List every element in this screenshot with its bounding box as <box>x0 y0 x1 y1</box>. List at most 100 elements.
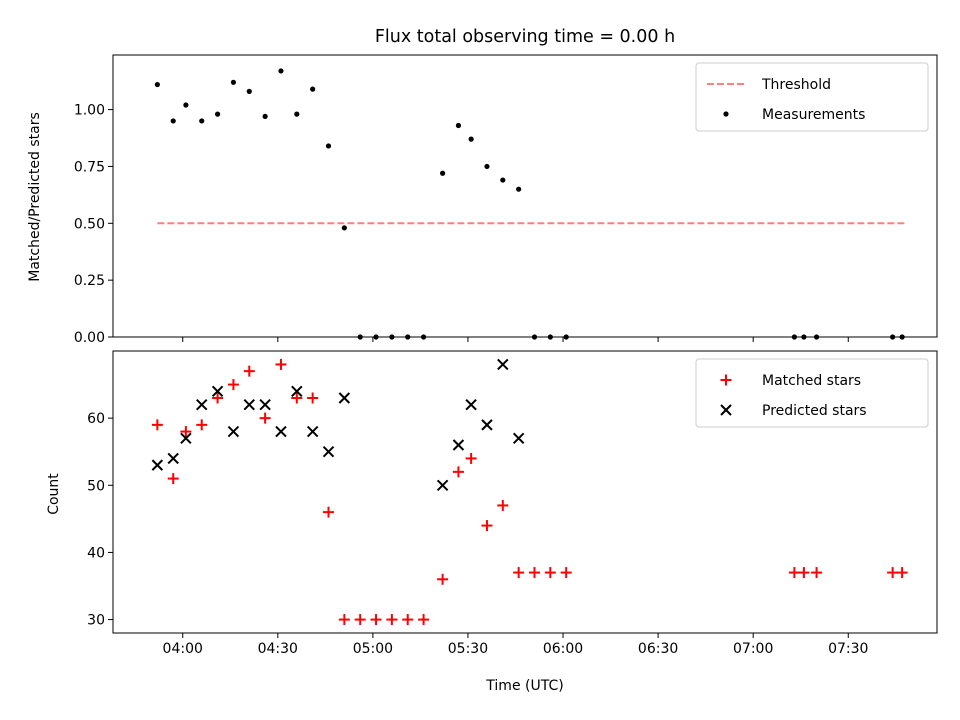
x-tick-label: 04:00 <box>163 641 203 657</box>
chart-title: Flux total observing time = 0.00 h <box>375 27 675 47</box>
x-tick-label: 04:30 <box>258 641 298 657</box>
matched-star-point <box>259 412 271 424</box>
measurement-point <box>440 170 446 176</box>
top-plot: 0.00 0.25 0.50 0.75 1.00 Threshold Measurement… <box>74 54 938 346</box>
matched-star-point <box>896 567 908 579</box>
x-axis-label: Time (UTC) <box>485 678 563 694</box>
predicted-star-mark <box>196 399 208 411</box>
measurement-point <box>262 113 268 120</box>
predicted-star-point <box>452 439 465 451</box>
predicted-star-point <box>167 452 179 465</box>
predicted-star-point <box>211 385 224 397</box>
x-tick-label: 06:00 <box>543 641 583 657</box>
predicted-star-mark <box>259 399 271 411</box>
predicted-star-mark <box>167 452 179 465</box>
predicted-star-point <box>338 392 351 404</box>
matched-star-point <box>798 567 810 579</box>
bottom-plot: 30 40 50 60 04:00 04:30 05:00 05:30 06:00 06:30 07… <box>87 350 938 657</box>
bottom-axes-frame <box>112 350 938 634</box>
matched-star-point <box>370 614 382 626</box>
matched-star-point <box>196 419 208 431</box>
predicted-star-mark <box>497 358 509 371</box>
measurement-point <box>230 79 237 85</box>
predicted-star-point <box>259 399 271 411</box>
predicted-star-mark <box>338 392 351 404</box>
matched-star-point <box>151 419 163 431</box>
legend-measurement-swatch <box>723 111 729 117</box>
top-y-tick-label: 0.50 <box>74 216 105 232</box>
bottom-y-tick-label: 30 <box>87 613 105 629</box>
measurement-point <box>214 111 221 117</box>
top-y-axis-label: Matched/Predicted stars <box>27 112 43 282</box>
bottom-y-tick-label: 50 <box>87 478 105 494</box>
matched-star-point <box>323 506 335 518</box>
top-y-tick-label: 0.75 <box>74 159 105 175</box>
predicted-star-mark <box>306 425 319 438</box>
matched-star-point <box>529 567 541 579</box>
predicted-star-mark <box>322 446 335 458</box>
legend-predicted-swatch <box>720 404 732 416</box>
top-y-tick-label: 0.25 <box>74 273 105 289</box>
top-y-tick-label: 0.00 <box>74 330 105 346</box>
predicted-star-mark <box>211 385 224 397</box>
legend-box <box>695 358 929 428</box>
measurement-point <box>310 86 316 92</box>
predicted-star-mark <box>512 432 525 444</box>
matched-star-point <box>180 426 192 438</box>
matched-star-point <box>243 365 255 377</box>
x-tick-label: 06:30 <box>638 641 678 657</box>
measurement-point <box>246 88 252 94</box>
predicted-star-point <box>196 399 208 411</box>
predicted-star-point <box>275 425 287 438</box>
matched-star-point <box>811 567 823 579</box>
predicted-star-point <box>227 425 240 438</box>
top-axes-frame <box>112 54 938 338</box>
measurement-point <box>468 136 474 142</box>
predicted-star-point <box>151 459 164 471</box>
predicted-star-mark <box>452 439 465 451</box>
predicted-star-point <box>512 432 525 444</box>
predicted-star-point <box>291 385 303 397</box>
predicted-star-point <box>465 399 477 411</box>
measurement-point <box>199 118 205 124</box>
predicted-star-point <box>306 425 319 438</box>
measurement-point <box>294 111 300 117</box>
x-tick-label: 05:00 <box>353 641 393 657</box>
predicted-star-point <box>322 446 335 458</box>
predicted-star-mark <box>275 425 287 438</box>
bottom-legend: Matched stars Predicted stars <box>695 358 929 428</box>
matched-star-point <box>887 567 899 579</box>
matched-star-point <box>481 520 493 532</box>
matched-star-point <box>437 573 449 585</box>
matched-star-point <box>402 614 414 626</box>
legend-label: Threshold <box>761 77 831 93</box>
matched-star-point <box>354 614 366 626</box>
bottom-y-tick-label: 40 <box>87 545 105 561</box>
predicted-star-mark <box>465 399 477 411</box>
measurement-point <box>325 143 332 149</box>
bottom-y-axis-label: Count <box>46 473 62 515</box>
predicted-star-mark <box>481 419 493 431</box>
matched-star-point <box>452 466 464 478</box>
predicted-star-mark <box>436 479 449 491</box>
matched-star-point <box>418 614 430 626</box>
measurement-point <box>500 177 506 183</box>
x-tick-label: 07:30 <box>828 641 868 657</box>
top-y-tick-label: 1.00 <box>74 103 105 119</box>
measurement-point <box>154 81 160 88</box>
x-tick-label: 05:30 <box>448 641 488 657</box>
matched-star-point <box>513 567 525 579</box>
predicted-star-point <box>481 419 493 431</box>
measurement-point <box>455 122 462 129</box>
bottom-y-tick-label: 60 <box>87 411 105 427</box>
predicted-star-mark <box>180 432 192 444</box>
matched-star-point <box>291 392 303 404</box>
legend-label: Predicted stars <box>762 403 867 419</box>
predicted-star-point <box>497 358 509 371</box>
matched-star-point <box>307 392 319 404</box>
top-legend: Threshold Measurements <box>695 62 929 132</box>
matched-star-point <box>338 614 350 626</box>
measurement-point <box>484 163 490 170</box>
measurement-point <box>278 68 284 74</box>
predicted-star-mark <box>151 459 164 471</box>
